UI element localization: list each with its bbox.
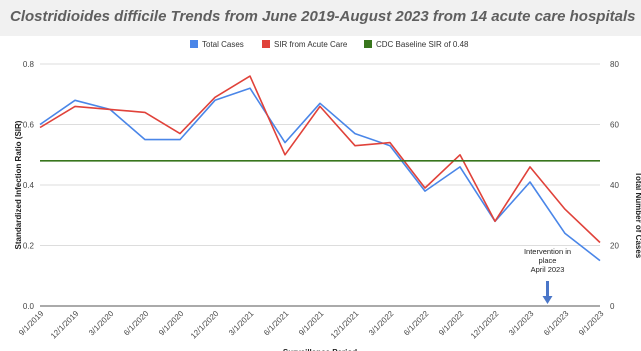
- y2-tick-label: 40: [610, 181, 619, 190]
- annotation-arrow-shaft: [546, 281, 549, 298]
- legend-label: CDC Baseline SIR of 0.48: [376, 40, 469, 49]
- y2-axis-title: Total Number of Cases: [634, 172, 641, 259]
- legend-label: SIR from Acute Care: [274, 40, 348, 49]
- x-axis-title: Surveillance Period: [283, 348, 357, 351]
- x-tick-label: 3/1/2022: [367, 309, 396, 338]
- annotation-text: Intervention in: [524, 247, 571, 256]
- x-tick-label: 9/1/2023: [577, 309, 606, 338]
- x-tick-label: 9/1/2020: [157, 309, 186, 338]
- legend-swatch: [262, 40, 270, 48]
- y-tick-label: 0.8: [23, 60, 35, 69]
- annotation-text: April 2023: [531, 265, 565, 274]
- series-line: [39, 75, 601, 244]
- x-tick-label: 6/1/2023: [542, 309, 571, 338]
- y-tick-label: 0.4: [23, 181, 35, 190]
- series-line: [39, 87, 601, 262]
- legend-swatch: [190, 40, 198, 48]
- x-tick-label: 12/1/2021: [329, 309, 361, 341]
- y2-tick-label: 60: [610, 121, 619, 130]
- legend-swatch: [364, 40, 372, 48]
- x-tick-label: 3/1/2021: [227, 309, 256, 338]
- x-tick-label: 12/1/2022: [469, 309, 501, 341]
- y2-tick-label: 20: [610, 242, 619, 251]
- y-tick-label: 0.0: [23, 302, 35, 311]
- annotation-text: place: [539, 256, 557, 265]
- x-tick-label: 6/1/2021: [262, 309, 291, 338]
- y-tick-label: 0.2: [23, 242, 35, 251]
- y-tick-label: 0.6: [23, 121, 35, 130]
- x-tick-label: 3/1/2023: [507, 309, 536, 338]
- x-tick-label: 9/1/2022: [437, 309, 466, 338]
- x-tick-label: 9/1/2019: [17, 309, 46, 338]
- chart-title: Clostridioides difficile Trends from Jun…: [10, 8, 636, 25]
- title-band: [0, 0, 641, 36]
- x-tick-label: 9/1/2021: [297, 309, 326, 338]
- x-tick-label: 6/1/2020: [122, 309, 151, 338]
- x-tick-label: 6/1/2022: [402, 309, 431, 338]
- x-tick-label: 12/1/2019: [49, 309, 81, 341]
- x-tick-label: 3/1/2020: [87, 309, 116, 338]
- legend-label: Total Cases: [202, 40, 244, 49]
- x-tick-label: 12/1/2020: [189, 309, 221, 341]
- y2-tick-label: 0: [610, 302, 615, 311]
- annotation-arrow-head: [542, 296, 553, 304]
- y-axis-title: Standardized Infection Ratio (SIR): [14, 120, 23, 249]
- y2-tick-label: 80: [610, 60, 619, 69]
